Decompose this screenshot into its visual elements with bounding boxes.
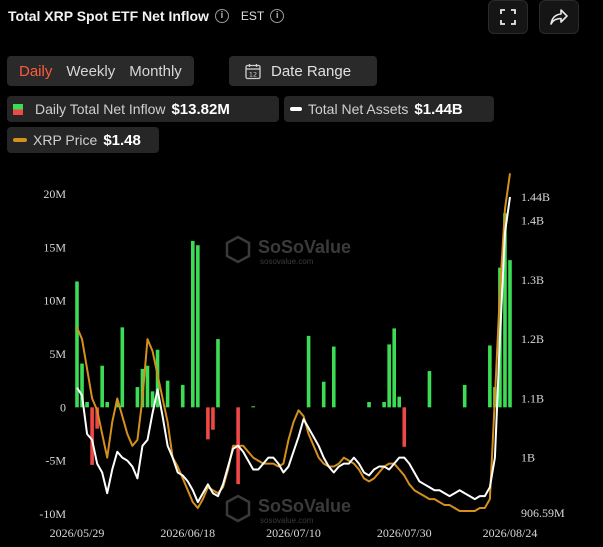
left-tick-label: 15M: [43, 240, 66, 254]
inflow-bar[interactable]: [145, 365, 150, 408]
inflow-bar[interactable]: [427, 371, 432, 408]
tab-monthly[interactable]: Monthly: [129, 62, 182, 80]
inflow-bar[interactable]: [462, 384, 467, 408]
inflow-bar[interactable]: [321, 381, 326, 408]
inflow-bar[interactable]: [90, 407, 94, 465]
right-tick-label: 906.59M: [521, 506, 565, 520]
inflow-bar[interactable]: [382, 402, 386, 408]
inflow-bar[interactable]: [306, 335, 311, 408]
lines: [76, 173, 511, 512]
inflow-bar[interactable]: [135, 387, 140, 408]
calendar-day: 12: [249, 70, 257, 78]
assets-legend-label: Total Net Assets: [308, 101, 409, 117]
period-selector: Daily Weekly Monthly: [7, 56, 194, 86]
x-tick-label: 2026/05/29: [50, 526, 105, 540]
x-tick-label: 2026/07/30: [377, 526, 432, 540]
x-tick-label: 2026/06/18: [160, 526, 215, 540]
watermark-brand-bottom: SoSoValue: [258, 496, 351, 516]
x-tick-label: 2026/07/10: [266, 526, 321, 540]
share-button[interactable]: [539, 0, 579, 34]
inflow-bar[interactable]: [191, 240, 195, 408]
right-tick-label: 1.44B: [521, 190, 550, 204]
right-axis: 1.44B 1.4B 1.3B 1.2B 1.1B 1B 906.59M: [521, 190, 565, 520]
inflow-bar[interactable]: [387, 344, 391, 408]
inflow-bar[interactable]: [211, 407, 215, 430]
share-icon: [550, 9, 568, 25]
inflow-legend-label: Daily Total Net Inflow: [35, 101, 166, 117]
right-tick-label: 1.1B: [521, 391, 544, 405]
inflow-bar[interactable]: [331, 346, 336, 408]
inflow-bar[interactable]: [180, 384, 185, 408]
left-tick-label: -10M: [39, 507, 66, 521]
inflow-bar[interactable]: [503, 213, 507, 408]
right-tick-label: 1.3B: [521, 273, 544, 287]
price-swatch-icon: [13, 138, 27, 142]
inflow-bar[interactable]: [150, 391, 155, 408]
date-range-button[interactable]: 12 Date Range: [229, 56, 377, 86]
inflow-bar[interactable]: [100, 365, 104, 408]
fullscreen-button[interactable]: [488, 0, 528, 34]
x-tick-label: 2026/08/24: [483, 526, 538, 540]
tab-weekly[interactable]: Weekly: [66, 62, 116, 80]
watermark: SoSoValue sosovalue.com SoSoValue sosova…: [225, 235, 351, 525]
inflow-bar[interactable]: [105, 402, 110, 408]
price-legend-label: XRP Price: [33, 132, 98, 148]
inflow-bar[interactable]: [402, 407, 407, 447]
left-tick-label: 0: [60, 400, 66, 414]
inflow-bar[interactable]: [120, 327, 125, 408]
right-tick-label: 1.4B: [521, 214, 544, 228]
timezone-label: EST: [240, 9, 265, 23]
watermark-site: sosovalue.com: [260, 257, 314, 266]
left-tick-label: 10M: [43, 294, 66, 308]
inflow-bar[interactable]: [508, 260, 512, 408]
legend-assets[interactable]: Total Net Assets $1.44B: [284, 96, 494, 122]
info-icon[interactable]: i: [214, 9, 229, 23]
watermark-bottom: SoSoValue sosovalue.com: [225, 494, 351, 525]
title-text: Total XRP Spot ETF Net Inflow: [8, 8, 209, 24]
inflow-swatch-icon: [13, 103, 23, 115]
inflow-bar[interactable]: [165, 380, 170, 408]
left-tick-label: 20M: [43, 187, 66, 201]
inflow-bar[interactable]: [80, 363, 84, 408]
inflow-bar[interactable]: [95, 407, 99, 429]
inflow-bar[interactable]: [75, 281, 79, 408]
inflow-bar[interactable]: [397, 396, 402, 408]
calendar-icon: 12: [245, 63, 261, 79]
assets-legend-value: $1.44B: [414, 100, 463, 118]
inflow-bar[interactable]: [85, 402, 89, 408]
left-tick-label: -5M: [45, 454, 66, 468]
inflow-bar[interactable]: [392, 328, 396, 408]
total-net-assets-line[interactable]: [76, 196, 511, 504]
fullscreen-icon: [500, 9, 516, 25]
page-title: Total XRP Spot ETF Net Inflow i EST i: [8, 8, 285, 24]
right-tick-label: 1B: [521, 451, 535, 465]
inflow-bar[interactable]: [206, 407, 210, 440]
watermark-logo-icon: [225, 235, 251, 264]
legend-price[interactable]: XRP Price $1.48: [7, 127, 159, 153]
assets-swatch-icon: [290, 107, 302, 111]
inflow-legend-value: $13.82M: [171, 100, 230, 118]
left-tick-label: 5M: [49, 347, 66, 361]
price-legend-value: $1.48: [103, 131, 141, 149]
xrp-price-line[interactable]: [76, 173, 511, 512]
x-axis: 2026/05/29 2026/06/18 2026/07/10 2026/07/30…: [50, 526, 538, 540]
inflow-bar[interactable]: [115, 400, 120, 408]
watermark-top: SoSoValue sosovalue.com: [225, 235, 351, 266]
left-axis: 20M 15M 10M 5M 0 -5M -10M: [39, 187, 66, 521]
tab-daily[interactable]: Daily: [19, 62, 53, 80]
watermark-site-bottom: sosovalue.com: [260, 516, 314, 525]
inflow-bar[interactable]: [367, 402, 371, 408]
watermark-logo-bottom-icon: [225, 494, 251, 523]
date-range-label: Date Range: [271, 62, 352, 80]
inflow-bar[interactable]: [216, 339, 220, 408]
inflow-bar[interactable]: [196, 245, 200, 408]
inflow-bar[interactable]: [251, 406, 256, 408]
right-tick-label: 1.2B: [521, 332, 544, 346]
legend-inflow[interactable]: Daily Total Net Inflow $13.82M: [7, 96, 279, 122]
watermark-brand: SoSoValue: [258, 237, 351, 257]
inflow-bar[interactable]: [488, 345, 492, 408]
timezone-info-icon[interactable]: i: [270, 9, 285, 23]
